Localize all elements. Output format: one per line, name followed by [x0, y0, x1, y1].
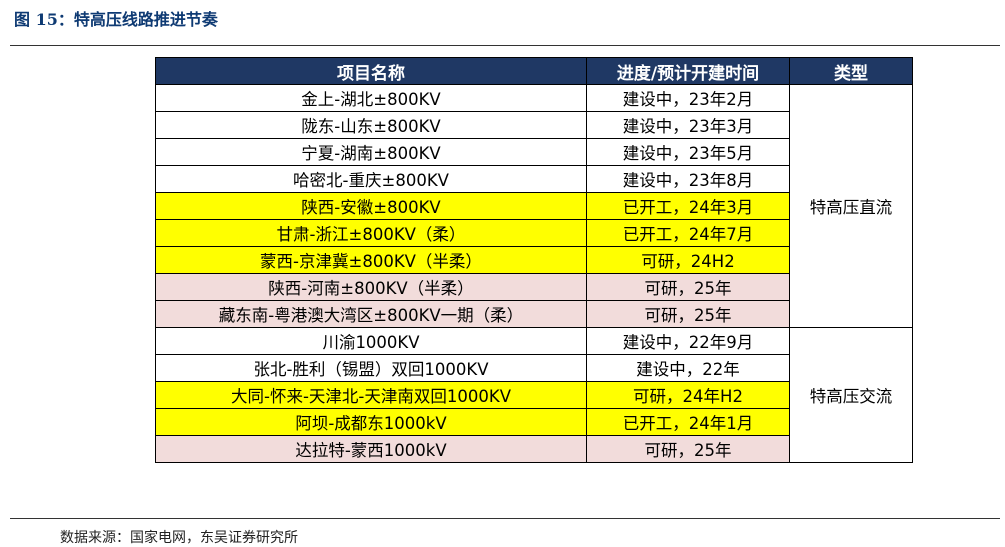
table-row: 藏东南-粤港澳大湾区±800KV一期（柔） 可研，25年	[155, 300, 913, 328]
table-header-row: 项目名称 进度/预计开建时间 类型	[155, 57, 913, 85]
table-row: 大同-怀来-天津北-天津南双回1000KV 可研，24年H2	[155, 381, 913, 409]
table-row: 川渝1000KV 建设中，22年9月 特高压交流	[155, 327, 913, 463]
project-name-cell: 川渝1000KV	[155, 327, 587, 355]
progress-cell: 建设中，23年3月	[586, 111, 790, 139]
header-progress: 进度/预计开建时间	[586, 57, 790, 85]
figure-title: 图 15：特高压线路推进节奏	[14, 10, 218, 29]
table-row: 蒙西-京津冀±800KV（半柔） 可研，24H2	[155, 246, 913, 274]
table-row: 金上-湖北±800KV 建设中，23年2月 特高压直流	[155, 84, 913, 328]
header-project-name: 项目名称	[155, 57, 587, 85]
projects-table: 项目名称 进度/预计开建时间 类型 金上-湖北±800KV 建设中，23年2月 特高…	[155, 57, 913, 463]
type-cell: 特高压交流	[789, 327, 913, 463]
project-name-cell: 陕西-河南±800KV（半柔）	[155, 273, 587, 301]
project-name-cell: 甘肃-浙江±800KV（柔）	[155, 219, 587, 247]
project-name-cell: 陇东-山东±800KV	[155, 111, 587, 139]
table-row: 陕西-河南±800KV（半柔） 可研，25年	[155, 273, 913, 301]
source-note: 数据来源：国家电网，东吴证券研究所	[60, 530, 298, 546]
table-row: 陇东-山东±800KV 建设中，23年3月	[155, 111, 913, 139]
project-name-cell: 大同-怀来-天津北-天津南双回1000KV	[155, 381, 587, 409]
project-name-cell: 阿坝-成都东1000kV	[155, 408, 587, 436]
project-name-cell: 哈密北-重庆±800KV	[155, 165, 587, 193]
progress-cell: 建设中，22年9月	[586, 327, 790, 355]
table-row: 陕西-安徽±800KV 已开工，24年3月	[155, 192, 913, 220]
progress-cell: 可研，25年	[586, 273, 790, 301]
progress-cell: 已开工，24年3月	[586, 192, 790, 220]
header-type: 类型	[789, 57, 913, 85]
table-row: 哈密北-重庆±800KV 建设中，23年8月	[155, 165, 913, 193]
progress-cell: 建设中，23年5月	[586, 138, 790, 166]
table-body: 金上-湖北±800KV 建设中，23年2月 特高压直流 陇东-山东±800KV 建设中，…	[155, 84, 913, 463]
table-row: 阿坝-成都东1000kV 已开工，24年1月	[155, 408, 913, 436]
progress-cell: 可研，25年	[586, 300, 790, 328]
progress-cell: 已开工，24年7月	[586, 219, 790, 247]
top-rule	[10, 45, 1000, 46]
project-name-cell: 金上-湖北±800KV	[155, 84, 587, 112]
project-name-cell: 蒙西-京津冀±800KV（半柔）	[155, 246, 587, 274]
progress-cell: 建设中，22年	[586, 354, 790, 382]
progress-cell: 可研，24H2	[586, 246, 790, 274]
progress-cell: 可研，25年	[586, 435, 790, 463]
progress-cell: 建设中，23年2月	[586, 84, 790, 112]
progress-cell: 建设中，23年8月	[586, 165, 790, 193]
project-name-cell: 达拉特-蒙西1000kV	[155, 435, 587, 463]
project-name-cell: 宁夏-湖南±800KV	[155, 138, 587, 166]
progress-cell: 可研，24年H2	[586, 381, 790, 409]
type-cell: 特高压直流	[789, 84, 913, 328]
table-row: 达拉特-蒙西1000kV 可研，25年	[155, 435, 913, 463]
project-name-cell: 张北-胜利（锡盟）双回1000KV	[155, 354, 587, 382]
project-name-cell: 藏东南-粤港澳大湾区±800KV一期（柔）	[155, 300, 587, 328]
progress-cell: 已开工，24年1月	[586, 408, 790, 436]
bottom-rule	[10, 518, 1000, 519]
project-name-cell: 陕西-安徽±800KV	[155, 192, 587, 220]
table-row: 甘肃-浙江±800KV（柔） 已开工，24年7月	[155, 219, 913, 247]
